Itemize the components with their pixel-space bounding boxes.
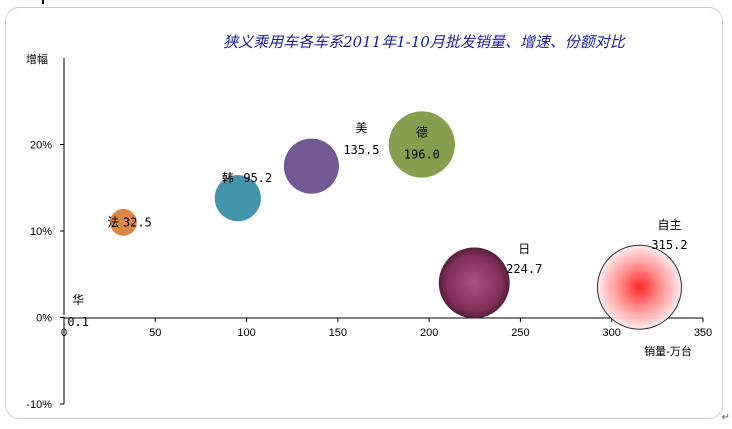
bubble-value-label: 315.2: [651, 238, 687, 252]
bubble-name-label: 韩: [222, 170, 234, 185]
bubble-5: [438, 247, 510, 319]
x-tick-label: 250: [511, 327, 529, 339]
bubble-value-label: 196.0: [404, 148, 440, 162]
y-tick-label: 20%: [30, 140, 52, 152]
x-tick-label: 100: [237, 327, 255, 339]
bubble-2: [214, 175, 261, 222]
chart-title: 狭义乘用车各车系2011年1-10月批发销量、增速、份额对比: [223, 33, 627, 51]
bubble-value-label: 0.1: [67, 315, 89, 329]
bubble-6: [596, 244, 682, 330]
y-tick-label: 0%: [36, 313, 52, 325]
x-tick-label: 150: [329, 327, 347, 339]
bubble-name-label: 日: [518, 242, 530, 256]
bubble-name-label: 德: [416, 125, 428, 140]
bubble-value-label: 135.5: [343, 143, 379, 157]
x-tick-label: 200: [420, 327, 438, 339]
x-tick-label: 300: [603, 327, 621, 339]
y-tick-label: -10%: [26, 399, 52, 411]
x-tick-label: 50: [149, 327, 161, 339]
bubble-name-label: 华: [72, 293, 84, 307]
bubble-value-label: 95.2: [243, 171, 272, 185]
bubble-1: [109, 208, 137, 236]
bubble-name-label: 自主: [657, 218, 681, 232]
bubble-name-label: 美: [355, 121, 367, 135]
bubble-value-label: 32.5: [123, 215, 152, 229]
y-axis-label: 增幅: [26, 52, 48, 66]
bubble-value-label: 224.7: [506, 262, 542, 276]
y-tick-label: 10%: [30, 226, 52, 238]
bubble-4: [388, 111, 455, 178]
bubble-name-label: 法: [107, 215, 119, 229]
x-tick-label: 0: [61, 327, 67, 339]
corner-mark: [42, 0, 44, 4]
x-axis-label: 销量-万台: [644, 344, 692, 358]
axes: 0 50 100 150 200 250 300 350 -10% 0% 10% 20%: [26, 58, 712, 411]
bubble-3: [283, 138, 339, 194]
bubbles: 华 0.1 法 32.5 韩 95.2 美 135.5 德 196.0 日 224.7 自主 315.2: [63, 111, 688, 330]
bubble-0: [63, 314, 66, 317]
x-tick-label: 350: [694, 327, 712, 339]
paragraph-return-mark: ↵: [721, 412, 730, 423]
